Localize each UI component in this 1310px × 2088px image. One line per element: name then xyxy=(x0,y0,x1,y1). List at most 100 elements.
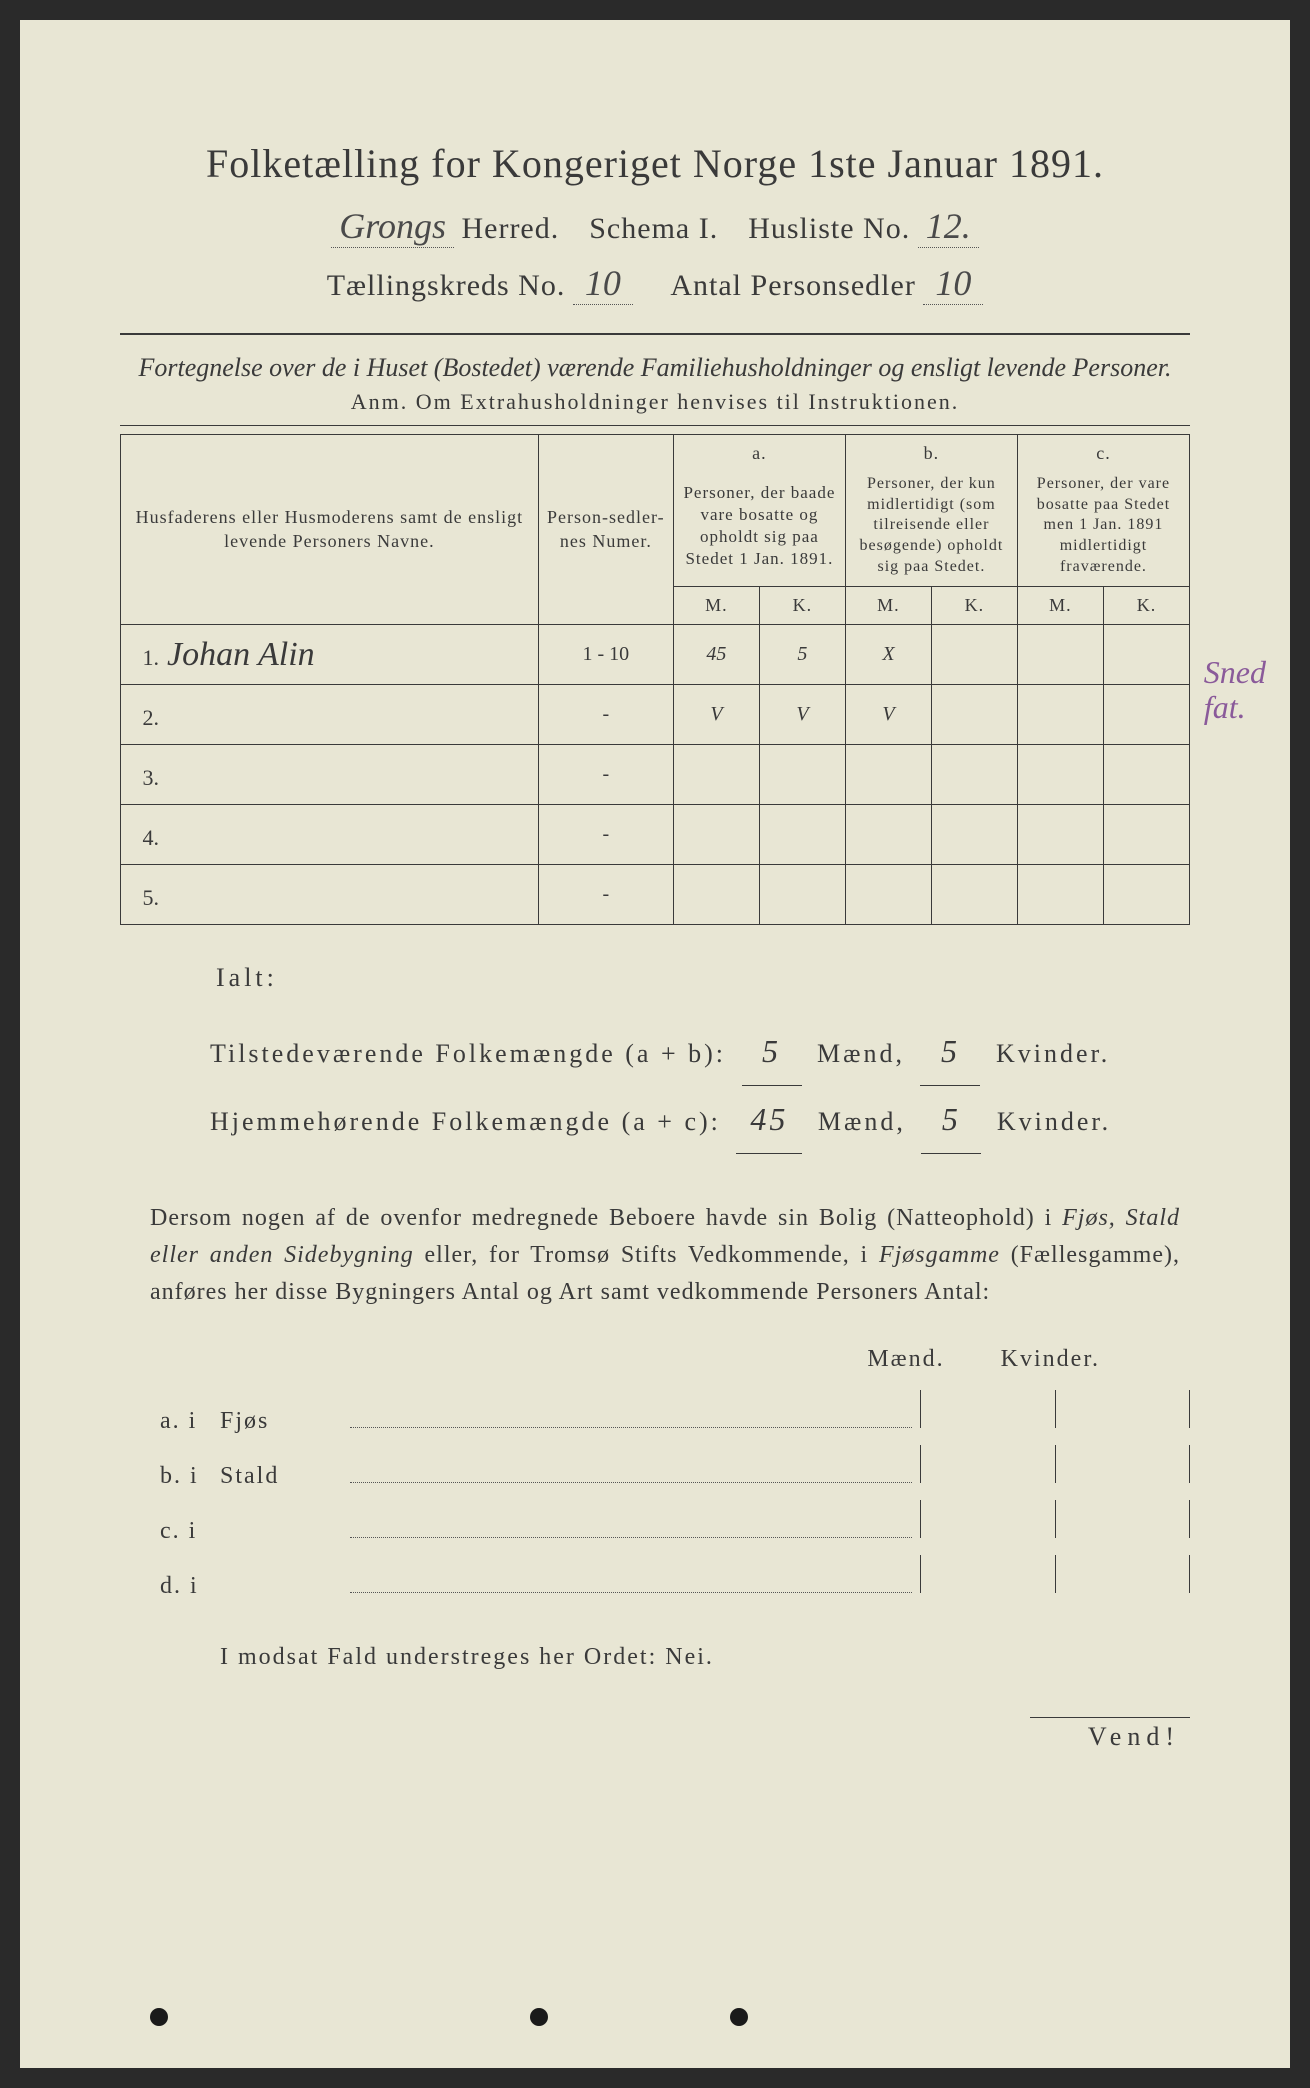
row-name-cell: 1.Johan Alin xyxy=(121,625,539,685)
table-row: 2.-VVV xyxy=(121,685,1190,745)
col-c-k: K. xyxy=(1103,587,1189,625)
vend-label: Vend! xyxy=(1030,1717,1190,1752)
tilstede-label: Tilstedeværende Folkemængde (a + b): xyxy=(210,1039,726,1068)
punch-hole xyxy=(730,2008,748,2026)
page-title: Folketælling for Kongeriget Norge 1ste J… xyxy=(120,140,1190,187)
row-c-k xyxy=(1103,805,1189,865)
schema-label: Schema I. xyxy=(589,212,718,245)
husliste-label: Husliste No. xyxy=(748,212,910,245)
sb-dots xyxy=(350,1454,912,1483)
col-b-k: K. xyxy=(931,587,1017,625)
row-b-m xyxy=(845,745,931,805)
sb-row-type: Fjøs xyxy=(220,1408,350,1435)
kreds-label: Tællingskreds No. xyxy=(327,269,566,302)
thin-rule xyxy=(120,425,1190,426)
col-b-m: M. xyxy=(845,587,931,625)
sb-right-cells xyxy=(920,1500,1190,1538)
row-c-m xyxy=(1017,865,1103,925)
form-note: Anm. Om Extrahusholdninger henvises til … xyxy=(120,389,1190,415)
sb-row-label: b. i xyxy=(160,1463,220,1490)
row-b-k xyxy=(931,685,1017,745)
row-num-cell: - xyxy=(538,685,673,745)
kvinder-label-2: Kvinder. xyxy=(997,1107,1111,1136)
sb-right-cells xyxy=(920,1445,1190,1483)
sb-maend: Mænd. xyxy=(867,1346,944,1373)
row-name-cell: 3. xyxy=(121,745,539,805)
herred-value: Grongs xyxy=(331,205,454,248)
sidebuilding-block: Mænd. Kvinder. a. iFjøs b. iStald c. i d. i xyxy=(120,1346,1190,1600)
sidebuilding-row: a. iFjøs xyxy=(160,1390,1190,1435)
row-c-k xyxy=(1103,865,1189,925)
totals-line-1: Tilstedeværende Folkemængde (a + b): 5 M… xyxy=(210,1018,1190,1086)
col-name-header: Husfaderens eller Husmoderens samt de en… xyxy=(121,435,539,625)
row-a-k: 5 xyxy=(759,625,845,685)
row-a-k xyxy=(759,805,845,865)
ialt-label: Ialt: xyxy=(216,951,1190,1006)
header-line-1: Grongs Herred. Schema I. Husliste No. 12… xyxy=(120,205,1190,248)
sidebuilding-row: c. i xyxy=(160,1500,1190,1545)
row-b-k xyxy=(931,625,1017,685)
sb-right-cells xyxy=(920,1555,1190,1593)
sb-dots xyxy=(350,1509,912,1538)
row-a-k: V xyxy=(759,685,845,745)
row-b-k xyxy=(931,865,1017,925)
hjemme-k: 5 xyxy=(921,1086,981,1154)
row-b-m: X xyxy=(845,625,931,685)
body-paragraph: Dersom nogen af de ovenfor medregnede Be… xyxy=(120,1200,1190,1312)
row-name-cell: 5. xyxy=(121,865,539,925)
table-header: Husfaderens eller Husmoderens samt de en… xyxy=(121,435,1190,625)
tilstede-k: 5 xyxy=(920,1018,980,1086)
sb-mk-headers: Mænd. Kvinder. xyxy=(867,1346,1100,1373)
sb-row-label: c. i xyxy=(160,1518,220,1545)
table-row: 5.- xyxy=(121,865,1190,925)
sidebuilding-row: d. i xyxy=(160,1555,1190,1600)
kreds-value: 10 xyxy=(573,262,633,305)
row-c-m xyxy=(1017,745,1103,805)
table-row: 4.- xyxy=(121,805,1190,865)
hjemme-label: Hjemmehørende Folkemængde (a + c): xyxy=(210,1107,721,1136)
row-c-k xyxy=(1103,625,1189,685)
sb-row-label: a. i xyxy=(160,1408,220,1435)
row-b-m xyxy=(845,865,931,925)
row-a-m xyxy=(673,745,759,805)
margin-note-l1: Sned xyxy=(1204,654,1266,690)
col-a-top: a. xyxy=(673,435,845,466)
punch-hole xyxy=(530,2008,548,2026)
sb-kvinder: Kvinder. xyxy=(1001,1346,1100,1373)
totals-line-2: Hjemmehørende Folkemængde (a + c): 45 Mæ… xyxy=(210,1086,1190,1154)
col-b-header: Personer, der kun midlertidigt (som tilr… xyxy=(845,466,1017,587)
antal-value: 10 xyxy=(923,262,983,305)
sb-right-cells xyxy=(920,1390,1190,1428)
col-c-top: c. xyxy=(1017,435,1189,466)
sidebuilding-row: b. iStald xyxy=(160,1445,1190,1490)
divider-rule xyxy=(120,333,1190,335)
tilstede-m: 5 xyxy=(742,1018,802,1086)
row-num-cell: - xyxy=(538,805,673,865)
table-row: 1.Johan Alin1 - 10455X xyxy=(121,625,1190,685)
table-body: 1.Johan Alin1 - 10455X2.-VVV3.-4.-5.- xyxy=(121,625,1190,925)
row-b-m xyxy=(845,805,931,865)
row-c-k xyxy=(1103,685,1189,745)
row-a-m: 45 xyxy=(673,625,759,685)
antal-label: Antal Personsedler xyxy=(670,269,915,302)
row-c-k xyxy=(1103,745,1189,805)
row-c-m xyxy=(1017,625,1103,685)
col-a-header: Personer, der baade vare bosatte og opho… xyxy=(673,466,845,587)
row-b-k xyxy=(931,745,1017,805)
header-line-2: Tællingskreds No. 10 Antal Personsedler … xyxy=(120,262,1190,305)
col-b-top: b. xyxy=(845,435,1017,466)
col-a-m: M. xyxy=(673,587,759,625)
col-c-header: Personer, der vare bosatte paa Stedet me… xyxy=(1017,466,1189,587)
margin-note-l2: fat. xyxy=(1204,689,1246,725)
row-name-cell: 2. xyxy=(121,685,539,745)
totals-block: Ialt: Tilstedeværende Folkemængde (a + b… xyxy=(120,951,1190,1154)
herred-label: Herred. xyxy=(461,212,559,245)
census-form-paper: Folketælling for Kongeriget Norge 1ste J… xyxy=(20,20,1290,2068)
row-name-cell: 4. xyxy=(121,805,539,865)
row-b-m: V xyxy=(845,685,931,745)
sb-row-label: d. i xyxy=(160,1573,220,1600)
row-a-k xyxy=(759,745,845,805)
maend-label-1: Mænd, xyxy=(817,1039,905,1068)
sb-dots xyxy=(350,1564,912,1593)
row-a-k xyxy=(759,865,845,925)
